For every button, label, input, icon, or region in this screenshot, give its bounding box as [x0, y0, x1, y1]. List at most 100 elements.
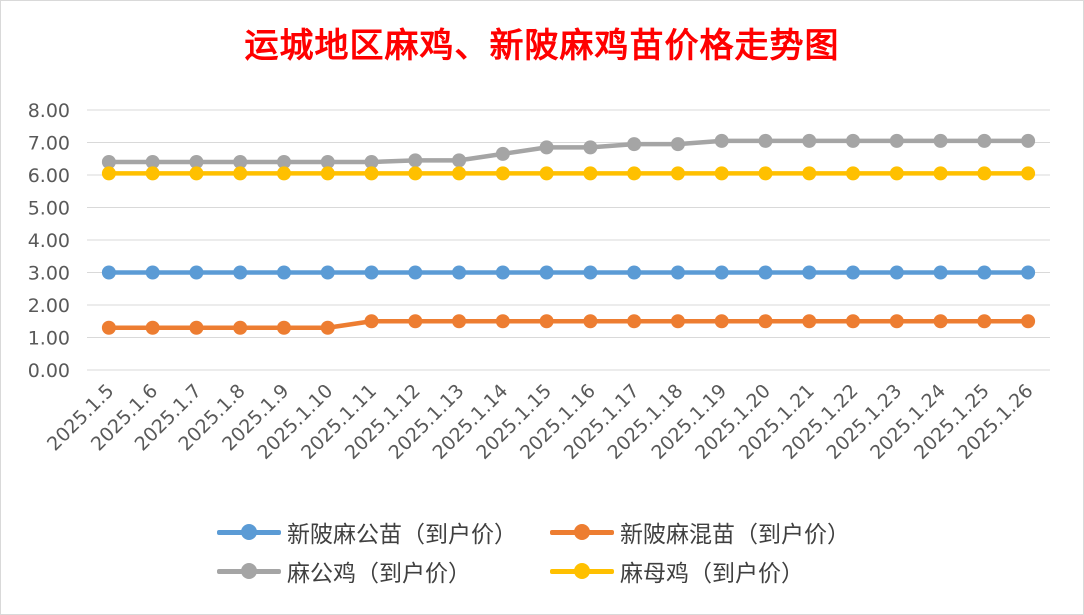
y-tick-label: 6.00 [28, 165, 70, 187]
data-point [233, 265, 248, 280]
y-tick-label: 5.00 [28, 198, 70, 220]
legend-dot-3 [241, 563, 257, 579]
series-line [106, 319, 1031, 330]
data-point [714, 133, 729, 148]
data-point [189, 320, 204, 335]
data-point [583, 166, 598, 181]
data-point [408, 153, 423, 168]
y-tick-label: 2.00 [28, 295, 70, 317]
data-point [101, 320, 116, 335]
data-point [408, 314, 423, 329]
legend-swatch-2 [550, 523, 614, 541]
data-point [627, 166, 642, 181]
legend-dot-4 [574, 563, 590, 579]
legend-swatch-3 [217, 562, 281, 580]
data-point [320, 166, 335, 181]
data-point [101, 265, 116, 280]
data-point [320, 265, 335, 280]
data-point [276, 320, 291, 335]
y-tick-label: 8.00 [28, 100, 70, 122]
data-point [364, 314, 379, 329]
data-point [145, 155, 160, 169]
data-point [145, 320, 160, 335]
legend-label-3: 麻公鸡（到户价） [287, 561, 471, 587]
data-point [802, 314, 817, 329]
data-point [583, 314, 598, 329]
data-point [1021, 133, 1036, 148]
data-point [320, 155, 335, 169]
series-group [101, 133, 1036, 335]
data-point [846, 265, 861, 280]
data-point [276, 155, 291, 169]
data-point [670, 137, 685, 152]
data-point [189, 166, 204, 181]
legend-swatch-4 [550, 562, 614, 580]
data-point [145, 166, 160, 181]
legend-item-1: 新陂麻公苗（到户价） [217, 515, 517, 549]
data-point [452, 314, 467, 329]
data-point [802, 133, 817, 148]
data-point [320, 320, 335, 335]
data-point [889, 133, 904, 148]
data-point [364, 265, 379, 280]
data-point [714, 314, 729, 329]
chart-title: 运城地区麻鸡、新陂麻鸡苗价格走势图 [244, 26, 840, 66]
data-point [714, 265, 729, 280]
series-line [106, 138, 1031, 165]
data-point [758, 314, 773, 329]
data-point [364, 155, 379, 169]
legend-dot-1 [241, 524, 257, 540]
data-point [364, 166, 379, 181]
data-point [539, 140, 554, 155]
legend-item-3: 麻公鸡（到户价） [217, 554, 471, 588]
series-3 [101, 133, 1036, 169]
data-point [670, 166, 685, 181]
data-point [933, 265, 948, 280]
y-tick-label: 7.00 [28, 133, 70, 155]
data-point [933, 314, 948, 329]
data-point [276, 265, 291, 280]
data-point [495, 166, 510, 181]
data-point [670, 265, 685, 280]
data-point [539, 314, 554, 329]
y-tick-label: 1.00 [28, 328, 70, 350]
data-point [408, 166, 423, 181]
data-point [758, 166, 773, 181]
data-point [452, 166, 467, 181]
data-point [1021, 314, 1036, 329]
series-4 [101, 166, 1036, 181]
series-1 [101, 265, 1036, 280]
data-point [233, 166, 248, 181]
data-point [539, 265, 554, 280]
x-axis-labels: 2025.1.52025.1.62025.1.72025.1.82025.1.9… [43, 380, 1038, 464]
data-point [977, 133, 992, 148]
data-point [670, 314, 685, 329]
data-point [846, 133, 861, 148]
data-point [1021, 265, 1036, 280]
data-point [233, 155, 248, 169]
data-point [802, 166, 817, 181]
legend-swatch-1 [217, 523, 281, 541]
data-point [889, 265, 904, 280]
data-point [933, 166, 948, 181]
data-point [452, 153, 467, 168]
y-tick-label: 0.00 [28, 360, 70, 382]
data-point [627, 265, 642, 280]
data-point [758, 265, 773, 280]
data-point [101, 155, 116, 169]
data-point [276, 166, 291, 181]
y-tick-label: 3.00 [28, 263, 70, 285]
data-point [495, 265, 510, 280]
data-point [714, 166, 729, 181]
data-point [583, 140, 598, 155]
data-point [933, 133, 948, 148]
series-2 [101, 314, 1036, 335]
data-point [802, 265, 817, 280]
y-tick-label: 4.00 [28, 230, 70, 252]
data-point [583, 265, 598, 280]
legend-label-4: 麻母鸡（到户价） [620, 561, 804, 587]
data-point [189, 155, 204, 169]
legend-item-4: 麻母鸡（到户价） [550, 554, 804, 588]
legend-label-1: 新陂麻公苗（到户价） [287, 522, 517, 548]
